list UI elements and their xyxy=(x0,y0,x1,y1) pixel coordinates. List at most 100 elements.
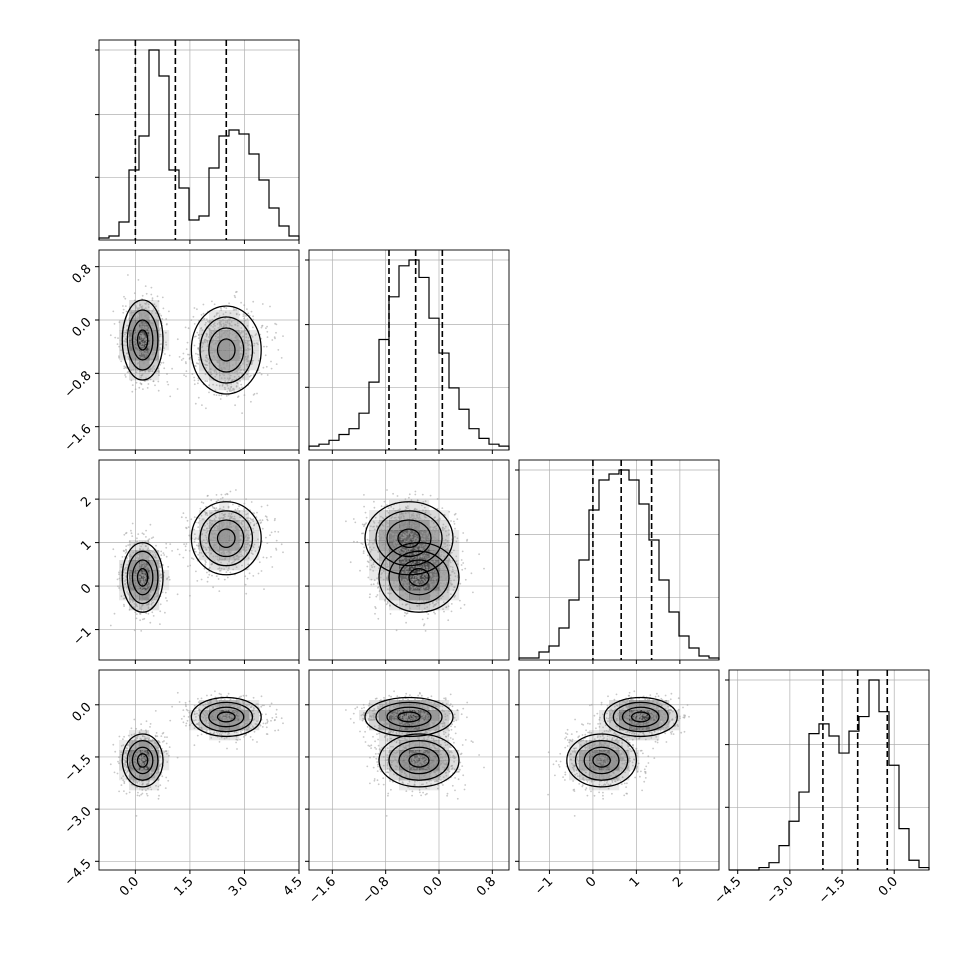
sample-point xyxy=(215,335,217,338)
sample-point xyxy=(249,348,252,350)
sample-point xyxy=(144,577,147,580)
sample-point xyxy=(420,534,423,537)
sample-point xyxy=(131,601,134,603)
sample-point xyxy=(438,555,441,557)
sample-point xyxy=(157,389,160,392)
sample-point xyxy=(412,597,415,600)
sample-point xyxy=(155,595,158,598)
sample-point xyxy=(408,493,411,496)
sample-point xyxy=(213,348,216,351)
sample-point xyxy=(212,530,215,533)
sample-point xyxy=(229,374,232,377)
sample-point xyxy=(213,533,215,535)
sample-point xyxy=(229,571,232,574)
sample-point xyxy=(436,554,439,557)
sample-point xyxy=(412,576,415,579)
sample-point xyxy=(232,537,235,540)
sample-point xyxy=(218,551,221,554)
sample-point xyxy=(247,312,250,315)
sample-point xyxy=(211,318,214,321)
sample-point xyxy=(165,555,168,558)
sample-point xyxy=(227,379,230,381)
sample-point xyxy=(138,578,140,581)
sample-point xyxy=(224,493,227,496)
sample-point xyxy=(236,534,238,536)
sample-point xyxy=(168,310,170,313)
sample-point xyxy=(223,578,226,581)
sample-point xyxy=(134,561,137,564)
sample-point xyxy=(233,371,236,374)
sample-point xyxy=(213,507,216,509)
density-cell xyxy=(429,530,440,541)
sample-point xyxy=(190,319,193,321)
sample-point xyxy=(211,505,214,508)
sample-point xyxy=(222,531,224,534)
sample-point xyxy=(270,360,272,363)
sample-point xyxy=(231,522,234,524)
sample-point xyxy=(459,599,461,602)
sample-point xyxy=(390,517,393,520)
sample-point xyxy=(136,605,139,608)
sample-point xyxy=(150,339,153,342)
sample-point xyxy=(213,322,216,325)
sample-point xyxy=(226,563,229,566)
sample-point xyxy=(446,564,449,567)
sample-point xyxy=(124,305,127,307)
sample-point xyxy=(270,556,272,558)
sample-point xyxy=(238,505,240,508)
sample-point xyxy=(157,594,160,596)
sample-point xyxy=(416,516,419,518)
sample-point xyxy=(147,587,150,590)
sample-point xyxy=(252,374,255,376)
sample-point xyxy=(220,330,223,332)
sample-point xyxy=(229,539,231,541)
sample-point xyxy=(223,377,226,379)
sample-point xyxy=(158,339,161,342)
sample-point xyxy=(210,538,213,541)
sample-point xyxy=(427,599,430,602)
sample-point xyxy=(240,347,243,349)
sample-point xyxy=(236,322,239,325)
sample-point xyxy=(217,568,220,570)
sample-point xyxy=(373,528,376,531)
sample-point xyxy=(379,541,382,544)
sample-point xyxy=(405,588,408,590)
sample-point xyxy=(406,598,408,601)
sample-point xyxy=(449,561,452,564)
sample-point xyxy=(208,525,211,527)
sample-point xyxy=(274,322,276,325)
sample-point xyxy=(155,318,158,321)
sample-point xyxy=(443,543,445,545)
sample-point xyxy=(130,586,133,588)
sample-point xyxy=(382,565,385,567)
density-cell xyxy=(199,520,210,531)
sample-point xyxy=(421,531,424,534)
sample-point xyxy=(233,560,236,563)
sample-point xyxy=(210,346,213,349)
sample-point xyxy=(366,538,369,541)
sample-point xyxy=(396,519,399,522)
sample-point xyxy=(217,550,220,553)
sample-point xyxy=(214,520,217,523)
sample-point xyxy=(210,329,212,332)
sample-point xyxy=(141,562,144,564)
sample-point xyxy=(382,570,385,573)
sample-point xyxy=(216,529,219,532)
sample-point xyxy=(220,307,222,310)
sample-point xyxy=(130,529,132,532)
sample-point xyxy=(211,358,214,361)
sample-point xyxy=(238,510,241,513)
density-cell xyxy=(369,560,380,571)
sample-point xyxy=(180,359,183,361)
sample-point xyxy=(185,516,187,519)
sample-point xyxy=(423,506,426,509)
sample-point xyxy=(431,550,434,552)
density-cell xyxy=(199,510,210,521)
sample-point xyxy=(241,520,244,523)
sample-point xyxy=(122,311,125,314)
sample-point xyxy=(207,576,209,579)
sample-point xyxy=(236,324,239,327)
sample-point xyxy=(135,604,137,606)
sample-point xyxy=(266,330,269,333)
sample-point xyxy=(130,369,132,372)
